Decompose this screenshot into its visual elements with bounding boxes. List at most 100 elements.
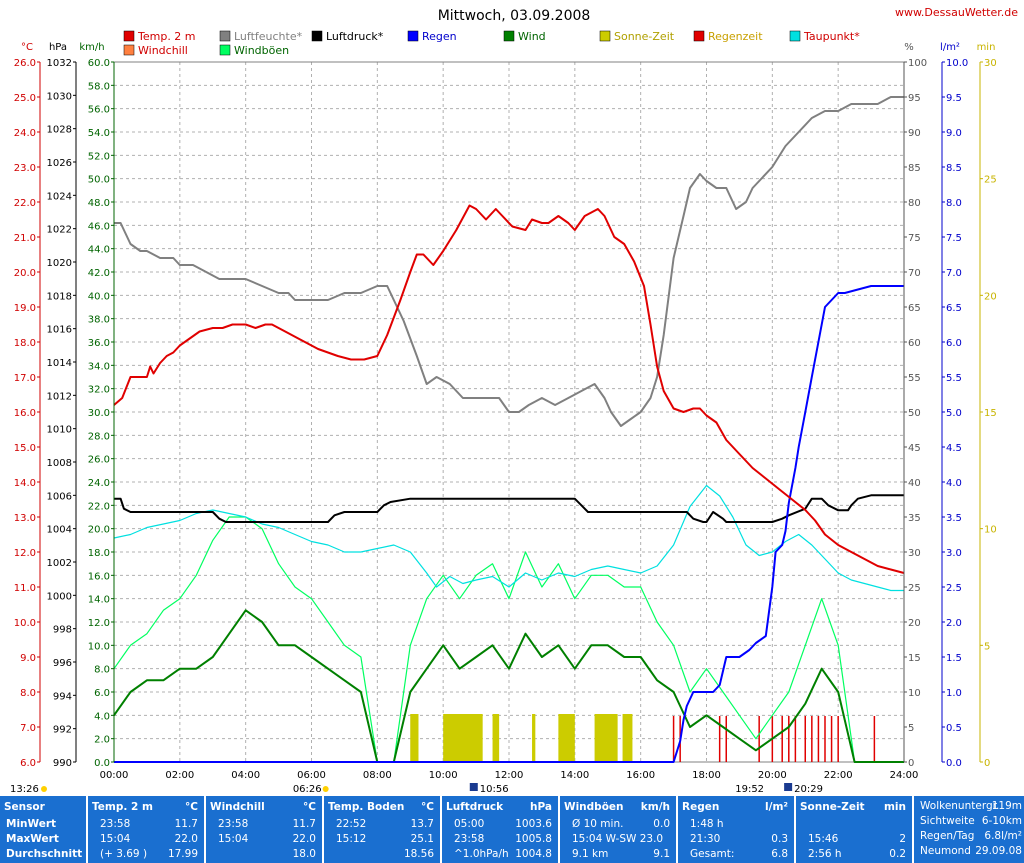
rain-tick-label: 3.5 [946,513,962,524]
section-title: Sensor [4,801,45,813]
humidity-tick-label: 55 [908,373,921,384]
humidity-tick-label: 40 [908,478,921,489]
stat-time: 22:52 [336,818,367,830]
stat-value: 11.7 [292,818,316,830]
stat-time: 23:58 [218,818,249,830]
sun-tick-label: 0 [984,758,990,769]
wind-tick-label: 44.0 [88,245,110,256]
stats-section-sensor: Sensor MinWert MaxWert Durchschnitt [0,796,86,863]
wind-tick-label: 42.0 [88,268,110,279]
temp-tick-label: 13.0 [14,513,36,524]
sun-axis-unit: min [977,42,996,53]
humidity-tick-label: 45 [908,443,921,454]
sunshine-bar [594,714,618,762]
wind-tick-label: 30.0 [88,408,110,419]
wind-tick-label: 54.0 [88,128,110,139]
legend-swatch [219,44,231,56]
stat-time: (+ 3.69 ) [100,848,148,860]
wind-tick-label: 36.0 [88,338,110,349]
sunshine-bar [492,714,500,762]
stat-time: Gesamt: [690,848,735,860]
wind-tick-label: 40.0 [88,291,110,302]
wind-tick-label: 58.0 [88,81,110,92]
legend-swatch [123,30,135,42]
rain-tick-label: 6.0 [946,338,962,349]
series-line-temp-2-m [113,204,905,574]
row-label: Durchschnitt [6,848,83,860]
wind-tick-label: 2.0 [94,735,110,746]
rain-tick-label: 2.5 [946,583,962,594]
stats-section-windchill: Windchill °C 23:58 11.7 15:04 22.0 18.0 [206,796,322,863]
temp-tick-label: 23.0 [14,163,36,174]
temp-tick-label: 25.0 [14,93,36,104]
humidity-tick-label: 35 [908,513,921,524]
section-separator [794,796,796,863]
rain-tick-label: 6.5 [946,303,962,314]
wind-tick-label: 0.0 [94,758,110,769]
pressure-min-label: 10:56 [480,784,509,795]
website-link[interactable]: www.DessauWetter.de [895,6,1018,19]
stat-time: 15:04 W-SW 23.0 [572,833,664,845]
x-tick-label: 06:00 [297,770,326,781]
section-unit: °C [303,801,316,813]
pressure-tick-label: 1024 [47,191,72,202]
rain-tick-label: 9.0 [946,128,962,139]
stat-value: 9.1 [653,848,670,860]
temp-tick-label: 9.0 [20,653,36,664]
pressure-tick-label: 1004 [47,525,72,536]
rain-tick-label: 9.5 [946,93,962,104]
temp-tick-label: 8.0 [20,688,36,699]
temp-tick-label: 21.0 [14,233,36,244]
section-title: Regen [682,801,720,813]
wind-tick-label: 38.0 [88,315,110,326]
sunrise-label: 06:26 [293,784,322,795]
sunshine-bar [410,714,419,762]
humidity-tick-label: 0 [908,758,914,769]
series-line-regen [114,285,904,763]
row-label: MaxWert [6,833,59,845]
humidity-tick-label: 95 [908,93,921,104]
humidity-tick-label: 50 [908,408,921,419]
stat-value: 13.7 [410,818,434,830]
wind-tick-label: 50.0 [88,175,110,186]
wind-tick-label: 4.0 [94,711,110,722]
humidity-tick-label: 80 [908,198,921,209]
pressure-tick-label: 990 [53,758,72,769]
stat-value: 18.0 [292,848,316,860]
sun-tick-label: 15 [984,408,997,419]
pressure-tick-label: 1016 [47,325,72,336]
legend-swatch [219,30,231,42]
legend-label: Luftfeuchte* [234,30,303,43]
stat-time: 23:58 [454,833,485,845]
rain-tick-label: 0.0 [946,758,962,769]
rain-tick-label: 10.0 [946,58,968,69]
rain-tick-label: 1.5 [946,653,962,664]
wind-tick-label: 14.0 [88,595,110,606]
wind-tick-label: 32.0 [88,385,110,396]
temp-tick-label: 16.0 [14,408,36,419]
pressure-tick-label: 1030 [47,91,72,102]
stat-time: 23:58 [100,818,131,830]
stat-value: 1005.8 [515,833,552,845]
section-separator [322,796,324,863]
legend-swatch [693,30,705,42]
wind-tick-label: 26.0 [88,455,110,466]
wind-tick-label: 60.0 [88,58,110,69]
section-unit: l/m² [765,801,788,813]
stats-section-boeen: Windböen km/h Ø 10 min. 0.0 15:04 W-SW 23.0 9… [560,796,676,863]
weather-chart: Mittwoch, 03.09.2008 www.DessauWetter.de… [10,6,1018,795]
stat-time: 15:12 [336,833,367,845]
humidity-tick-label: 15 [908,653,921,664]
legend-swatch [503,30,515,42]
x-tick-label: 16:00 [626,770,655,781]
info-label: Wolkenuntergr. [920,800,1000,812]
series-line-luftdruck [114,494,904,523]
row-label: MinWert [6,818,57,830]
info-label: Neumond [920,845,971,857]
humidity-tick-label: 60 [908,338,921,349]
section-title: Temp. 2 m [92,801,153,813]
temp-tick-label: 20.0 [14,268,36,279]
section-title: Windböen [564,801,624,813]
stat-value: 0.2 [889,848,906,860]
wind-tick-label: 52.0 [88,151,110,162]
